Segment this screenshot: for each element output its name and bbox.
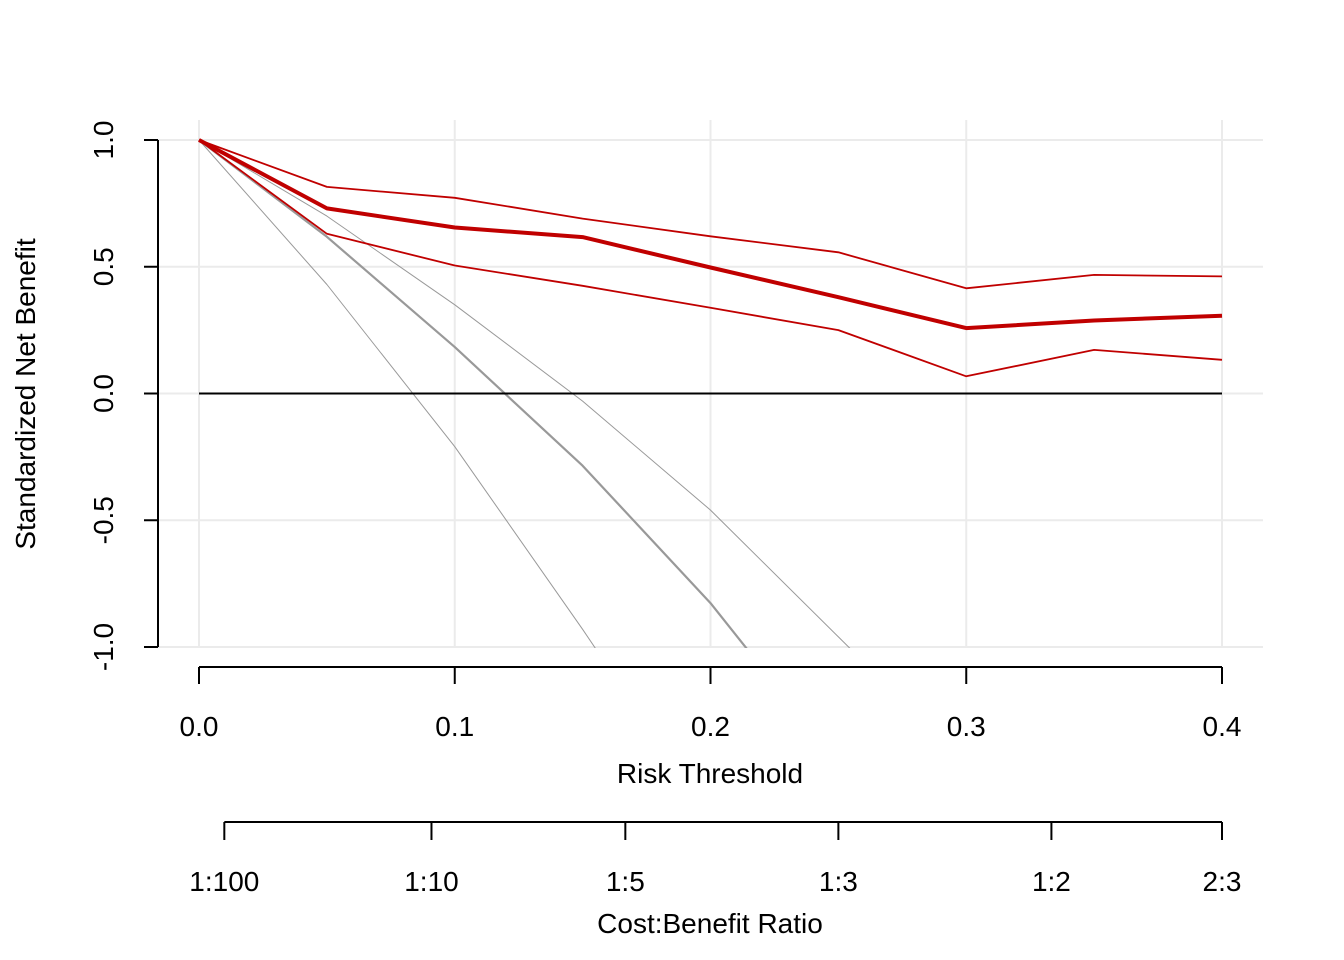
x-tick-label: 0.2	[691, 711, 730, 742]
x-axis-label: Risk Threshold	[617, 758, 803, 789]
secondary-tick-label: 1:5	[606, 866, 645, 897]
secondary-tick-label: 1:100	[189, 866, 259, 897]
grid	[158, 120, 1263, 648]
x-tick-label: 0.0	[180, 711, 219, 742]
series-line-model-lower	[198, 139, 1223, 378]
y-tick-label: -1.0	[88, 623, 119, 671]
series-lines	[198, 138, 1223, 648]
x-tick-label: 0.1	[435, 711, 474, 742]
series-line-treat-all-upper	[198, 139, 851, 648]
y-tick-label: 1.0	[88, 121, 119, 160]
y-tick-label: 0.5	[88, 247, 119, 286]
y-axis-label: Standardized Net Benefit	[10, 238, 41, 550]
secondary-tick-label: 2:3	[1203, 866, 1242, 897]
secondary-tick-label: 1:10	[404, 866, 459, 897]
axes: -1.0 -0.5 0.0 0.5 1.0 0.0 0.1 0.2 0.3 0.4 1:100 1:1…	[88, 121, 1241, 897]
secondary-tick-label: 1:2	[1032, 866, 1071, 897]
secondary-tick-label: 1:3	[819, 866, 858, 897]
x-tick-label: 0.3	[947, 711, 986, 742]
secondary-axis-label: Cost:Benefit Ratio	[597, 908, 823, 939]
series-line-treat-all-lower	[198, 139, 596, 648]
x-tick-label: 0.4	[1203, 711, 1242, 742]
y-tick-label: 0.0	[88, 374, 119, 413]
series-line-model-upper	[198, 139, 1223, 290]
series-line-treat-all	[198, 139, 748, 648]
series-line-model	[198, 138, 1223, 331]
y-tick-label: -0.5	[88, 496, 119, 544]
